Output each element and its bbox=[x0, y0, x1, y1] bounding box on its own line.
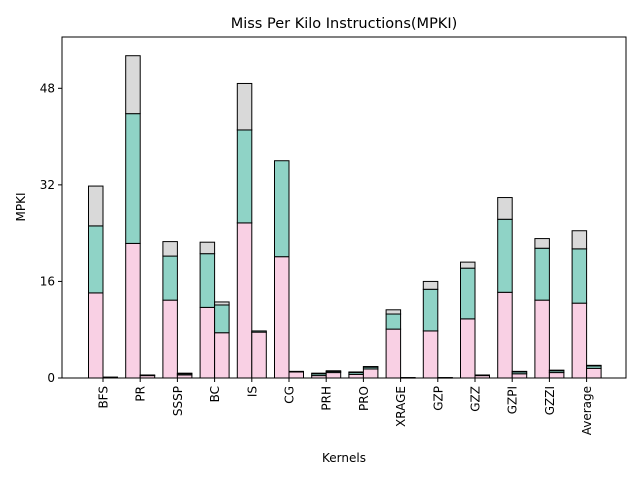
x-tick-label-pro: PRO bbox=[357, 386, 371, 411]
bar-gzzi-group2-segment3 bbox=[548, 369, 565, 372]
bar-sssp-group1-segment1 bbox=[162, 299, 178, 379]
y-tick-label: 16 bbox=[40, 274, 55, 288]
bar-gzp-group1-segment1 bbox=[422, 330, 439, 379]
x-tick-label-gzp: GZP bbox=[431, 386, 445, 411]
bar-average-group1-segment3 bbox=[571, 230, 588, 250]
bar-bc-group1-segment3 bbox=[199, 241, 216, 255]
y-axis-label: MPKI bbox=[14, 193, 28, 222]
bar-gzpi-group1-segment3 bbox=[497, 197, 513, 220]
bar-prh-group2-segment1 bbox=[325, 372, 342, 379]
plot-area bbox=[88, 55, 602, 379]
bar-cg-group1-segment2 bbox=[274, 160, 290, 258]
bar-cg-group2-segment1 bbox=[288, 371, 304, 379]
bar-pro-group2-segment3 bbox=[362, 366, 379, 368]
x-tick-label-sssp: SSSP bbox=[171, 386, 185, 416]
bar-cg-group1-segment1 bbox=[274, 256, 290, 379]
bar-bc-group2-segment3 bbox=[214, 301, 230, 306]
x-tick-label-bc: BC bbox=[208, 386, 222, 402]
bar-average-group1-segment2 bbox=[571, 248, 588, 304]
bar-prh-group2-segment3 bbox=[325, 370, 342, 372]
bar-gzzi-group1-segment1 bbox=[534, 299, 550, 379]
y-tick-label: 32 bbox=[40, 178, 55, 192]
bar-pr-group1-segment3 bbox=[125, 55, 141, 115]
bar-pro-group2-segment1 bbox=[362, 368, 379, 379]
y-tick-label: 0 bbox=[47, 371, 55, 385]
bar-gzz-group1-segment3 bbox=[460, 261, 476, 269]
bar-is-group1-segment1 bbox=[236, 222, 253, 379]
bar-sssp-group1-segment2 bbox=[162, 255, 178, 301]
bar-pr-group1-segment1 bbox=[125, 242, 141, 379]
bar-gzpi-group1-segment1 bbox=[497, 291, 513, 379]
bar-is-group1-segment2 bbox=[236, 129, 253, 224]
bar-bfs-group1-segment1 bbox=[88, 292, 104, 379]
bar-gzz-group1-segment2 bbox=[460, 267, 476, 320]
bar-gzp-group1-segment3 bbox=[422, 280, 439, 290]
x-tick-label-gzpi: GZPI bbox=[506, 386, 520, 414]
y-tick-label: 48 bbox=[40, 81, 55, 95]
bar-pro-group1-segment3 bbox=[348, 371, 364, 374]
x-tick-label-average: Average bbox=[580, 386, 594, 435]
bar-is-group2-segment1 bbox=[251, 331, 267, 379]
bar-prh-group1-segment3 bbox=[311, 372, 327, 375]
bar-gzpi-group2-segment3 bbox=[511, 370, 528, 373]
bar-average-group1-segment1 bbox=[571, 302, 588, 379]
bar-bc-group2-segment2 bbox=[214, 304, 230, 334]
x-tick-label-prh: PRH bbox=[320, 386, 334, 411]
bar-bfs-group1-segment2 bbox=[88, 225, 104, 294]
bar-xrage-group1-segment3 bbox=[385, 309, 402, 315]
bar-is-group1-segment3 bbox=[236, 82, 253, 131]
x-tick-label-gzz: GZZ bbox=[469, 386, 483, 412]
bar-gzpi-group1-segment2 bbox=[497, 218, 513, 293]
bar-sssp-group1-segment3 bbox=[162, 241, 178, 257]
bar-gzp-group1-segment2 bbox=[422, 288, 439, 332]
bar-gzz-group1-segment1 bbox=[460, 318, 476, 379]
bar-bc-group1-segment1 bbox=[199, 306, 216, 379]
x-axis-label: Kernels bbox=[322, 451, 366, 465]
bar-sssp-group2-segment3 bbox=[176, 372, 193, 375]
bar-gzzi-group1-segment2 bbox=[534, 247, 550, 301]
chart-title: Miss Per Kilo Instructions(MPKI) bbox=[231, 16, 458, 32]
bar-xrage-group1-segment1 bbox=[385, 328, 402, 379]
bar-pr-group2-segment2 bbox=[139, 374, 156, 377]
bar-bfs-group1-segment3 bbox=[88, 185, 104, 227]
bar-gzz-group2-segment2 bbox=[474, 374, 490, 377]
bar-average-group2-segment3 bbox=[586, 364, 602, 367]
plot-frame bbox=[61, 36, 627, 379]
x-tick-label-gzzi: GZZI bbox=[543, 386, 557, 415]
bar-is-group2-segment2 bbox=[251, 330, 267, 333]
bar-pro-group1-segment1 bbox=[348, 373, 364, 379]
bar-gzzi-group1-segment3 bbox=[534, 238, 550, 249]
bar-gzzi-group2-segment1 bbox=[548, 372, 565, 379]
bar-xrage-group1-segment2 bbox=[385, 313, 402, 330]
axes: 0 16 32 48 BFS PR SSSP BC IS CG PRH PRO XRAGE GZP GZZ G… bbox=[40, 81, 594, 435]
bar-bc-group1-segment2 bbox=[199, 253, 216, 308]
bar-cg-group2-segment2 bbox=[288, 370, 304, 373]
x-tick-label-xrage: XRAGE bbox=[394, 386, 408, 427]
bar-gzpi-group2-segment1 bbox=[511, 373, 528, 379]
bar-average-group2-segment1 bbox=[586, 367, 602, 379]
bar-pr-group1-segment2 bbox=[125, 113, 141, 244]
x-tick-label-pr: PR bbox=[134, 386, 148, 402]
x-tick-label-cg: CG bbox=[283, 386, 297, 404]
x-tick-label-is: IS bbox=[245, 386, 259, 397]
bar-bc-group2-segment1 bbox=[214, 332, 230, 379]
x-tick-label-bfs: BFS bbox=[97, 386, 111, 409]
